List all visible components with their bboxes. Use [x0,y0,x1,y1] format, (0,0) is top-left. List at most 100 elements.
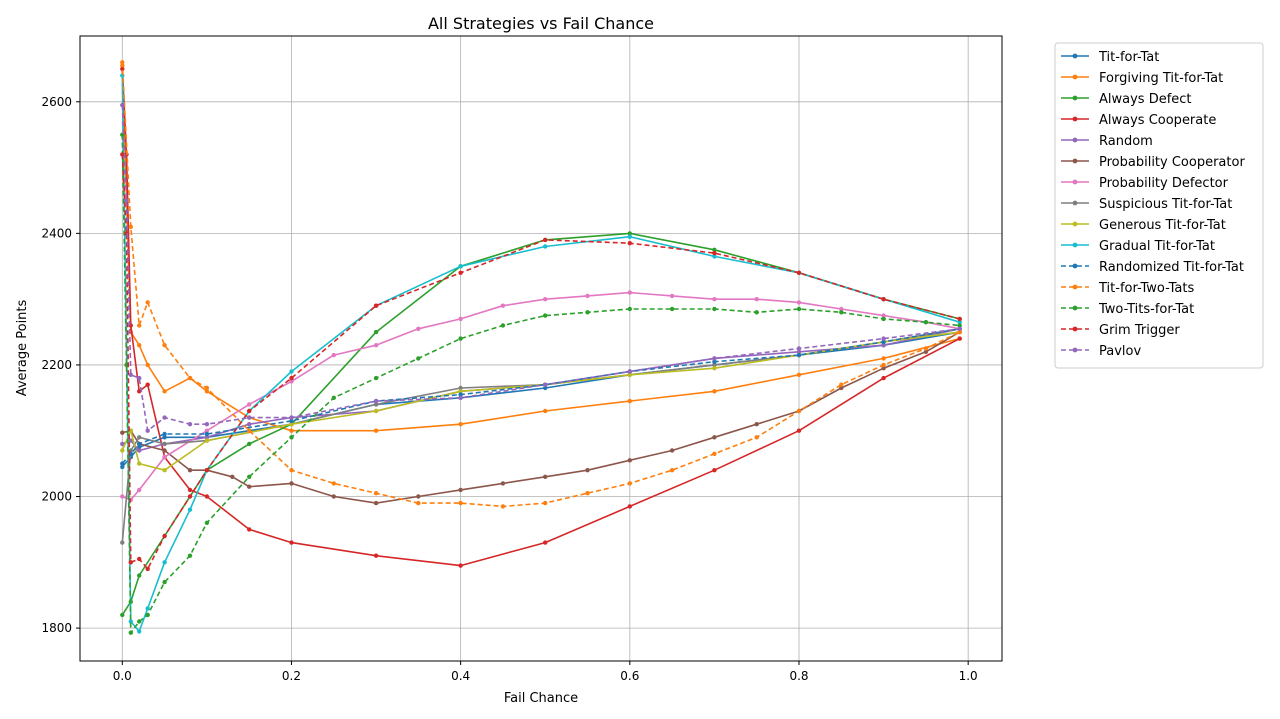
data-point [957,323,962,328]
data-point [373,428,379,433]
series-7 [120,326,962,545]
data-point [712,247,717,252]
series-line [121,134,960,634]
legend-marker [1072,347,1078,353]
plot-frame [79,35,1003,662]
legend-label: Generous Tit-for-Tat [1099,218,1226,233]
data-point [923,320,929,325]
data-point [712,435,717,440]
data-point [543,408,548,414]
data-point [796,346,802,351]
data-point [187,553,193,558]
data-point [796,300,802,305]
data-point [120,612,125,618]
data-point [796,306,802,312]
series-9 [120,73,962,634]
data-point [881,375,886,381]
data-point [120,540,125,545]
data-point [120,441,125,447]
data-point [839,382,844,387]
data-point [128,438,133,443]
data-point [187,375,193,381]
data-point [458,389,463,394]
data-point [137,487,142,493]
legend-marker [1072,305,1078,311]
data-point [881,316,886,322]
x-tick-label: 0.8 [789,669,808,683]
data-point [881,362,886,368]
data-point [373,398,379,404]
data-point [128,560,133,565]
data-point [669,468,675,473]
y-tick-label: 2600 [41,95,72,109]
data-point [120,448,125,453]
series-lines [120,60,962,635]
data-point [204,385,210,391]
data-point [416,326,421,331]
data-point [458,500,463,506]
data-point [137,389,142,394]
data-point [881,343,886,348]
data-point [120,60,125,65]
data-point [247,402,252,407]
data-point [839,306,844,312]
legend-box [1054,42,1264,369]
legend-marker [1072,179,1078,185]
data-point [881,336,886,341]
legend-label: Randomized Tit-for-Tat [1099,260,1244,275]
data-point [145,428,150,433]
data-point [137,323,142,328]
data-point [331,481,336,486]
data-point [373,500,379,506]
data-point [500,303,506,308]
data-point [627,231,632,236]
data-point [145,382,150,387]
data-point [145,612,150,618]
data-point [247,408,252,414]
legend-item: Tit-for-Tat [1061,50,1159,65]
data-point [120,152,125,157]
data-point [162,431,167,437]
series-line [121,105,960,432]
data-point [187,487,193,493]
data-point [627,234,632,239]
legend-item: Grim Trigger [1061,323,1180,338]
legend-marker [1072,53,1078,59]
data-point [247,415,252,420]
data-point [187,507,193,512]
legend-item: Always Defect [1061,92,1192,107]
data-point [289,540,294,545]
data-point [712,468,717,473]
data-point [543,382,548,387]
x-tick-label: 0.2 [282,669,301,683]
data-point [162,454,167,460]
data-point [627,241,632,246]
legend-marker [1072,158,1078,164]
data-point [137,441,142,447]
legend-item: Forgiving Tit-for-Tat [1061,71,1223,86]
data-point [137,629,142,634]
data-point [458,336,463,341]
data-point [137,435,142,440]
data-point [669,448,675,453]
data-point [458,422,463,427]
y-tick-label: 2400 [41,226,72,240]
series-2 [120,231,962,618]
grid [80,36,1002,661]
data-point [373,329,379,335]
data-point [627,481,632,486]
data-point [712,389,717,394]
data-point [162,560,167,565]
data-point [373,375,379,381]
series-line [121,331,960,472]
legend-marker [1072,137,1078,143]
data-point [331,395,336,400]
data-point [416,356,421,361]
legend-item: Suspicious Tit-for-Tat [1061,197,1232,212]
data-point [712,306,717,312]
x-tick-label: 1.0 [959,669,978,683]
legend-marker [1072,242,1078,248]
data-point [712,254,717,259]
data-point [627,369,632,374]
data-point [712,366,717,371]
